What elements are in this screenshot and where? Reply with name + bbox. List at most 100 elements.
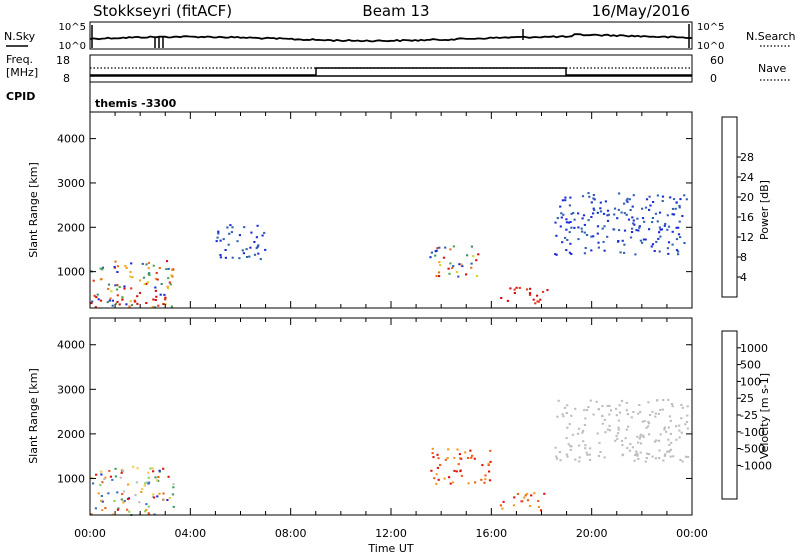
echo-cell (546, 289, 549, 292)
echo-cell (639, 433, 642, 436)
echo-cell (637, 458, 640, 460)
echo-cell (92, 279, 95, 282)
echo-cell (145, 302, 148, 304)
echo-cell (664, 453, 667, 456)
echo-cell (243, 226, 246, 229)
echo-cell (621, 239, 624, 242)
colorbar-tick-label: 500 (740, 359, 761, 372)
echo-cell (606, 404, 609, 407)
echo-cell (536, 300, 539, 303)
echo-cell (671, 243, 674, 246)
echo-cell (667, 252, 670, 255)
echo-cell (459, 470, 462, 473)
echo-cell (621, 444, 624, 447)
echo-cell (644, 238, 647, 241)
colorbar-tick-label: 4 (740, 271, 747, 284)
echo-cell (106, 301, 109, 304)
echo-cell (638, 225, 641, 228)
echo-cell (638, 437, 641, 440)
echo-cell (165, 268, 168, 271)
y-tick-label: 1000 (57, 472, 85, 485)
echo-cell (99, 267, 102, 270)
echo-cell (439, 464, 442, 466)
echo-cell (476, 275, 479, 277)
echo-cell (613, 228, 616, 231)
echo-cell (630, 231, 634, 233)
echo-cell (603, 225, 606, 228)
echo-cell (148, 272, 151, 275)
echo-cell (581, 230, 584, 233)
noise-tick-right-high: 10^5 (697, 22, 724, 33)
echo-cell (458, 263, 461, 266)
echo-cell (147, 471, 150, 474)
echo-cell (116, 294, 119, 297)
echo-cell (569, 242, 572, 245)
echo-cell (679, 236, 682, 239)
echo-cell (470, 266, 473, 269)
echo-cell (257, 244, 260, 247)
echo-cell (128, 305, 131, 308)
echo-cell (526, 499, 530, 502)
echo-cell (140, 491, 143, 493)
echo-cell (509, 287, 512, 290)
echo-cell (608, 413, 611, 416)
echo-cell (671, 207, 675, 210)
echo-cell (629, 443, 632, 446)
echo-cell (608, 429, 612, 432)
y-tick-label: 2000 (57, 428, 85, 441)
echo-cell (669, 196, 672, 199)
echo-cell (556, 217, 559, 220)
echo-cell (95, 473, 98, 476)
noise-tick-right-low: 10^0 (697, 41, 724, 52)
echo-cell (603, 418, 606, 421)
echo-cell (672, 198, 676, 201)
echo-cell (675, 238, 679, 241)
echo-cell (648, 208, 651, 211)
echo-cell (582, 440, 585, 443)
echo-cell (680, 431, 683, 434)
nsky-label: N.Sky (4, 30, 36, 43)
echo-cell (654, 457, 657, 460)
echo-cell (592, 212, 595, 215)
echo-cell (245, 248, 248, 251)
echo-cell (151, 305, 154, 308)
echo-cell (570, 212, 573, 215)
echo-cell (120, 469, 123, 472)
colorbar-tick-label: 12 (740, 231, 754, 244)
echo-cell (145, 282, 148, 285)
colorbar-tick-label: 28 (740, 151, 754, 164)
echo-cell (641, 420, 644, 423)
echo-cell (625, 428, 628, 431)
echo-cell (162, 498, 165, 501)
echo-cell (659, 228, 662, 231)
echo-cell (598, 441, 601, 444)
echo-cell (95, 296, 98, 299)
echo-cell (681, 460, 684, 463)
echo-cell (666, 214, 669, 217)
echo-cell (101, 268, 104, 271)
echo-cell (652, 201, 655, 203)
echo-cell (438, 261, 441, 264)
echo-cell (154, 289, 157, 292)
echo-cell (639, 451, 642, 454)
echo-cell (668, 415, 671, 418)
echo-cell (166, 287, 170, 290)
echo-cell (118, 286, 121, 288)
echo-cell (651, 243, 655, 246)
echo-cell (111, 304, 114, 307)
echo-cell (113, 500, 116, 502)
echo-cell (430, 469, 433, 472)
echo-cell (684, 455, 687, 458)
echo-cell (108, 469, 111, 472)
echo-cell (589, 399, 592, 402)
echo-cell (630, 416, 633, 419)
x-tick-label: 12:00 (375, 527, 407, 540)
echo-cell (606, 428, 609, 431)
echo-cell (516, 492, 520, 495)
echo-cell (639, 410, 642, 413)
echo-cell (587, 406, 590, 408)
echo-cell (430, 251, 433, 254)
echo-cell (473, 457, 476, 460)
echo-cell (658, 211, 662, 214)
echo-cell (675, 249, 679, 252)
